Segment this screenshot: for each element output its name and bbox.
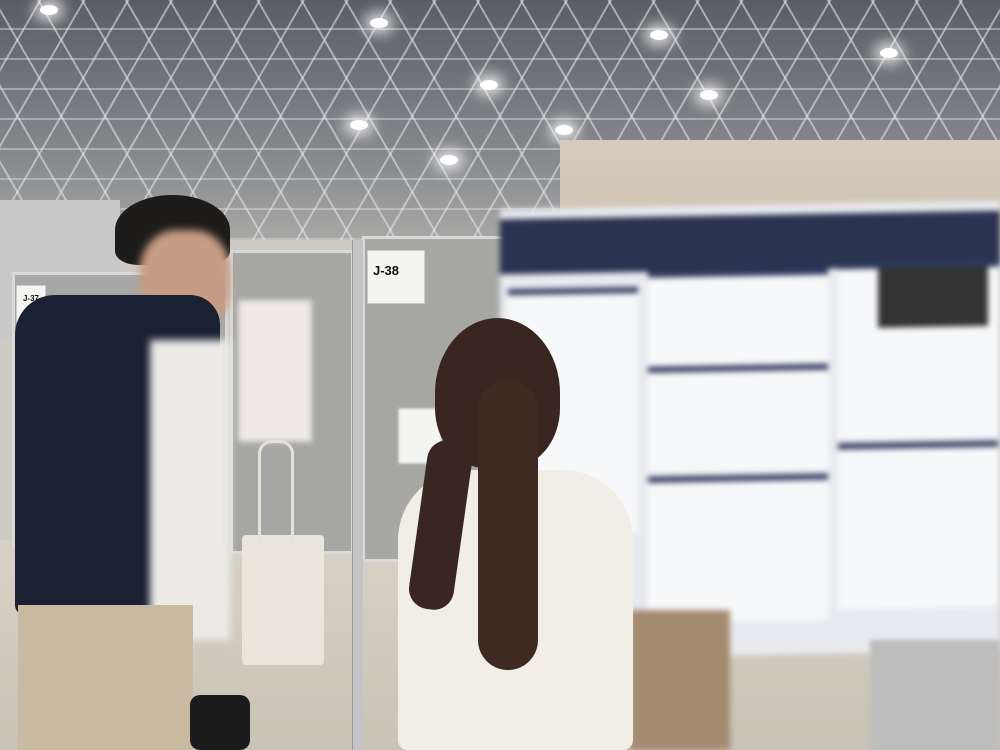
ceiling-light (480, 80, 498, 90)
tote-bag (242, 535, 324, 665)
ceiling-light (350, 120, 368, 130)
ceiling-light (370, 18, 388, 28)
visitor-legs (630, 610, 730, 750)
poster-section (648, 268, 828, 368)
held-paper-blurred (150, 340, 230, 640)
woman-ponytail (478, 380, 538, 670)
man-trousers (18, 605, 193, 750)
booth-number: J-37 (22, 294, 39, 303)
visitor-legs (870, 640, 1000, 750)
tote-bag-handle (258, 440, 294, 543)
poster-sheet (238, 300, 312, 442)
poster-photo (878, 265, 988, 328)
ceiling-light (700, 90, 718, 100)
panel-pole (352, 240, 363, 750)
booth-number: J-38 (373, 263, 400, 278)
poster-section (648, 363, 828, 473)
poster-section (648, 473, 828, 623)
poster-section (838, 440, 998, 610)
ceiling-light (555, 125, 573, 135)
booth-sign: J-38 (367, 250, 425, 304)
ceiling-light (40, 5, 58, 15)
ceiling-light (650, 30, 668, 40)
bag (190, 695, 250, 750)
ceiling-light (440, 155, 458, 165)
ceiling-light (880, 48, 898, 58)
